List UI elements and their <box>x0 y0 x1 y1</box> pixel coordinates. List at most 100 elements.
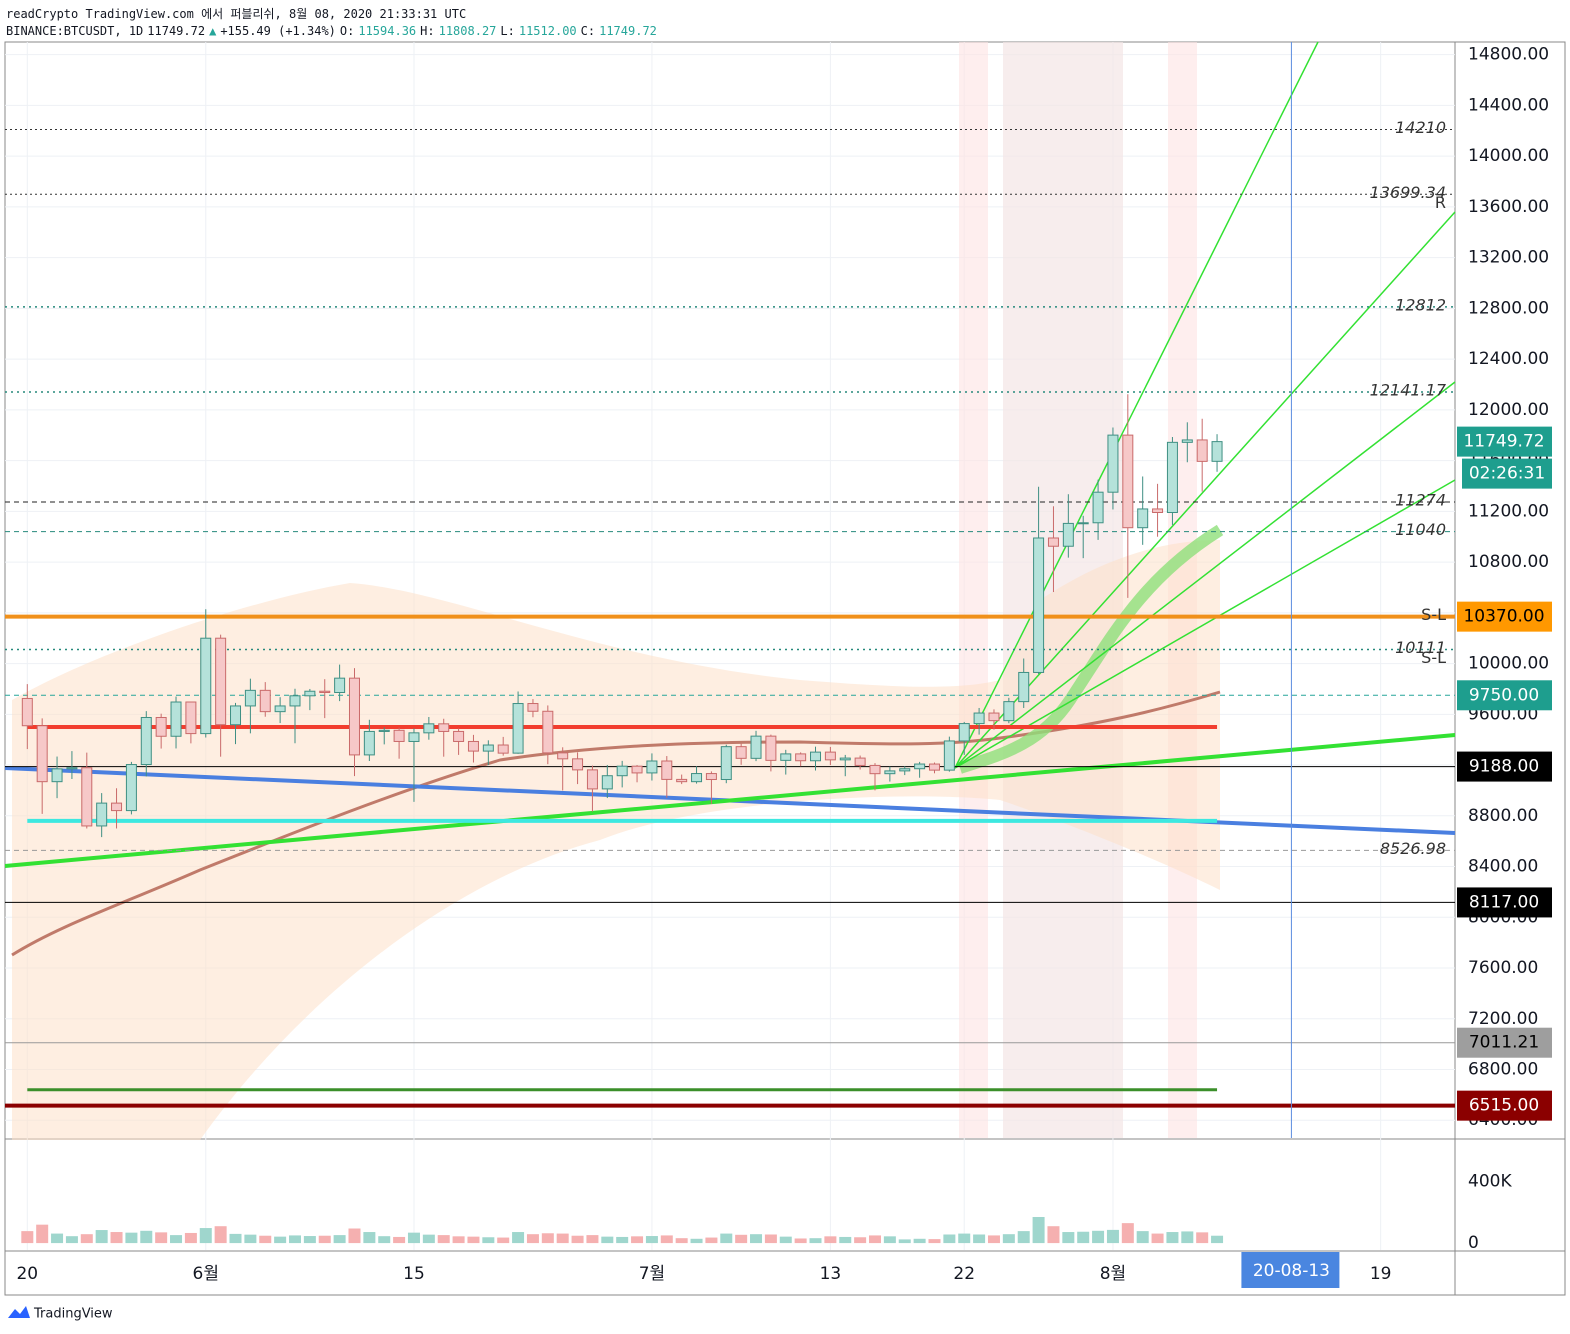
candle-body <box>185 701 197 735</box>
y-tick-label: 7200.00 <box>1468 1009 1538 1029</box>
volume-bar <box>750 1234 763 1244</box>
candle-body <box>215 637 227 726</box>
countdown-label: 02:26:31 <box>1469 464 1545 484</box>
x-tick-label: 19 <box>1370 1264 1392 1284</box>
y-tick-label: 7600.00 <box>1468 958 1538 978</box>
volume-bar <box>497 1237 510 1244</box>
volume-bar <box>125 1232 138 1244</box>
band <box>12 540 1220 1140</box>
candle-body <box>170 701 182 737</box>
candle-body <box>155 716 167 737</box>
volume-bar <box>1032 1216 1045 1244</box>
volume-bar <box>675 1238 688 1244</box>
volume-bar <box>571 1235 584 1244</box>
x-tick-label: 6월 <box>193 1264 219 1284</box>
fan-line <box>954 41 1319 769</box>
y-tick-label: 12800.00 <box>1468 298 1549 318</box>
volume-bar <box>913 1238 926 1244</box>
volume-bar <box>601 1236 614 1244</box>
volume-bar <box>155 1232 168 1244</box>
x-tick-label: 15 <box>403 1264 425 1284</box>
volume-bar <box>660 1235 673 1244</box>
candle-body <box>36 725 48 783</box>
candle-body <box>899 768 911 772</box>
candle-body <box>884 770 896 775</box>
header-item: 11808.27 <box>438 24 497 38</box>
volume-bar <box>467 1236 480 1244</box>
candle-body <box>824 751 836 761</box>
level-label: 12141.17 <box>1370 380 1447 399</box>
candle-body <box>1077 522 1089 525</box>
volume-bar <box>1002 1234 1015 1244</box>
candle-body <box>81 767 93 827</box>
candle-body <box>1181 439 1193 443</box>
candle-body <box>586 769 598 790</box>
price-box <box>1457 887 1552 918</box>
volume-bar <box>333 1235 346 1244</box>
candle-body <box>1047 537 1059 547</box>
price-box <box>1457 1027 1552 1058</box>
level-label: 12812 <box>1395 295 1446 314</box>
candle-body <box>438 723 450 732</box>
candle-body <box>601 775 613 790</box>
header-item: ▲ <box>209 24 217 38</box>
y-tick-label: 10000.00 <box>1468 654 1549 674</box>
volume-bar <box>720 1233 733 1244</box>
candle-body <box>289 695 301 707</box>
candle-body <box>1107 434 1119 493</box>
y-tick-label: 400K <box>1468 1172 1512 1192</box>
volume-bar <box>987 1235 1000 1244</box>
level-label: 10111 <box>1395 638 1446 657</box>
moving-average <box>958 524 1224 774</box>
volume-bar <box>21 1231 34 1244</box>
y-tick-label: 13600.00 <box>1468 197 1549 217</box>
candle-body <box>810 751 822 762</box>
candle-body <box>497 744 509 754</box>
candle-body <box>676 778 688 783</box>
candle-body <box>111 802 123 812</box>
volume-bar <box>735 1234 748 1244</box>
fan-line <box>954 479 1456 769</box>
price-label: 6515.00 <box>1469 1096 1539 1116</box>
level-label: 14210 <box>1395 118 1446 137</box>
price-box <box>1457 751 1552 782</box>
candle-body <box>512 703 524 754</box>
candle-body <box>482 744 494 752</box>
header-item: 11512.00 <box>518 24 577 38</box>
y-tick-label: 8400.00 <box>1468 857 1538 877</box>
header-line1: readCrypto TradingView.com 에서 퍼블리쉬, 8월 0… <box>6 7 467 21</box>
volume-bar <box>943 1234 956 1244</box>
candle-body <box>1018 671 1030 703</box>
x-tick-label: 7월 <box>639 1264 665 1284</box>
highlight <box>959 42 988 1138</box>
candle-body <box>780 753 792 761</box>
level-label: 11274 <box>1395 490 1446 509</box>
volume-bar <box>928 1239 941 1244</box>
volume-bar <box>809 1238 822 1244</box>
candle-body <box>423 723 435 734</box>
volume-bar <box>482 1237 495 1244</box>
candle-body <box>467 740 479 752</box>
candle-body <box>96 802 108 827</box>
header-item: L: <box>500 24 515 38</box>
volume-bar <box>65 1236 78 1244</box>
candle-body <box>334 677 346 693</box>
price-box <box>1457 680 1552 711</box>
header-item: 11594.36 <box>358 24 417 38</box>
candle-body <box>839 757 851 761</box>
volume-bar <box>110 1232 123 1244</box>
volume-bar <box>184 1232 197 1244</box>
header-item: H: <box>420 24 435 38</box>
x-tick-label: 22 <box>953 1264 975 1284</box>
volume-bar <box>1166 1232 1179 1244</box>
y-tick-label: 12400.00 <box>1468 349 1549 369</box>
volume-bar <box>824 1236 837 1244</box>
candle-body <box>21 697 33 727</box>
candle-body <box>140 716 152 766</box>
y-tick-label: 14000.00 <box>1468 146 1549 166</box>
volume-bar <box>556 1233 569 1244</box>
candle-body <box>705 773 717 781</box>
candle-body <box>1033 537 1045 673</box>
